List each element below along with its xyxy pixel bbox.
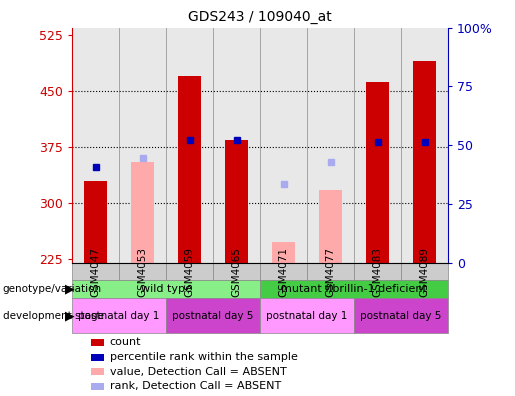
Bar — [178, 76, 201, 263]
Text: postnatal day 1: postnatal day 1 — [266, 310, 348, 321]
Bar — [401, 28, 448, 263]
Text: rank, Detection Call = ABSENT: rank, Detection Call = ABSENT — [110, 381, 281, 392]
Text: GSM4083: GSM4083 — [372, 247, 383, 297]
Bar — [307, 28, 354, 263]
Text: ▶: ▶ — [65, 309, 74, 322]
Text: value, Detection Call = ABSENT: value, Detection Call = ABSENT — [110, 367, 286, 377]
Bar — [72, 298, 166, 333]
Bar — [166, 263, 213, 280]
Text: GSM4047: GSM4047 — [91, 247, 100, 297]
Bar — [319, 190, 342, 263]
Bar — [272, 242, 295, 263]
Text: GSM4071: GSM4071 — [279, 247, 288, 297]
Bar — [91, 354, 104, 361]
Bar — [260, 28, 307, 263]
Bar — [260, 298, 354, 333]
Bar — [213, 28, 260, 263]
Text: postnatal day 1: postnatal day 1 — [78, 310, 160, 321]
Bar — [84, 181, 107, 263]
Text: postnatal day 5: postnatal day 5 — [360, 310, 442, 321]
Bar — [72, 263, 119, 280]
Text: GSM4053: GSM4053 — [138, 247, 148, 297]
Bar — [366, 82, 389, 263]
Bar — [413, 61, 436, 263]
Bar — [166, 298, 260, 333]
Bar — [72, 280, 260, 298]
Text: percentile rank within the sample: percentile rank within the sample — [110, 352, 298, 362]
Bar — [401, 263, 448, 280]
Bar — [72, 28, 119, 263]
Text: postnatal day 5: postnatal day 5 — [173, 310, 254, 321]
Bar — [166, 28, 213, 263]
Text: GSM4089: GSM4089 — [420, 247, 430, 297]
Bar — [131, 162, 154, 263]
Bar — [225, 140, 248, 263]
Text: mutant fibrillin-1 deficient: mutant fibrillin-1 deficient — [281, 284, 427, 294]
Bar — [307, 263, 354, 280]
Bar — [119, 28, 166, 263]
Text: GSM4077: GSM4077 — [325, 247, 336, 297]
Text: development stage: development stage — [3, 310, 104, 321]
Bar — [354, 28, 401, 263]
Text: wild type: wild type — [141, 284, 192, 294]
Text: GSM4059: GSM4059 — [184, 247, 195, 297]
Text: count: count — [110, 337, 141, 347]
Text: ▶: ▶ — [65, 283, 74, 296]
Bar — [354, 263, 401, 280]
Text: genotype/variation: genotype/variation — [3, 284, 101, 294]
Bar — [91, 339, 104, 346]
Bar — [213, 263, 260, 280]
Bar — [91, 368, 104, 375]
Bar — [260, 280, 448, 298]
Bar — [260, 263, 307, 280]
Text: GSM4065: GSM4065 — [232, 247, 242, 297]
Bar — [119, 263, 166, 280]
Bar — [354, 298, 448, 333]
Bar — [91, 383, 104, 390]
Title: GDS243 / 109040_at: GDS243 / 109040_at — [188, 10, 332, 24]
